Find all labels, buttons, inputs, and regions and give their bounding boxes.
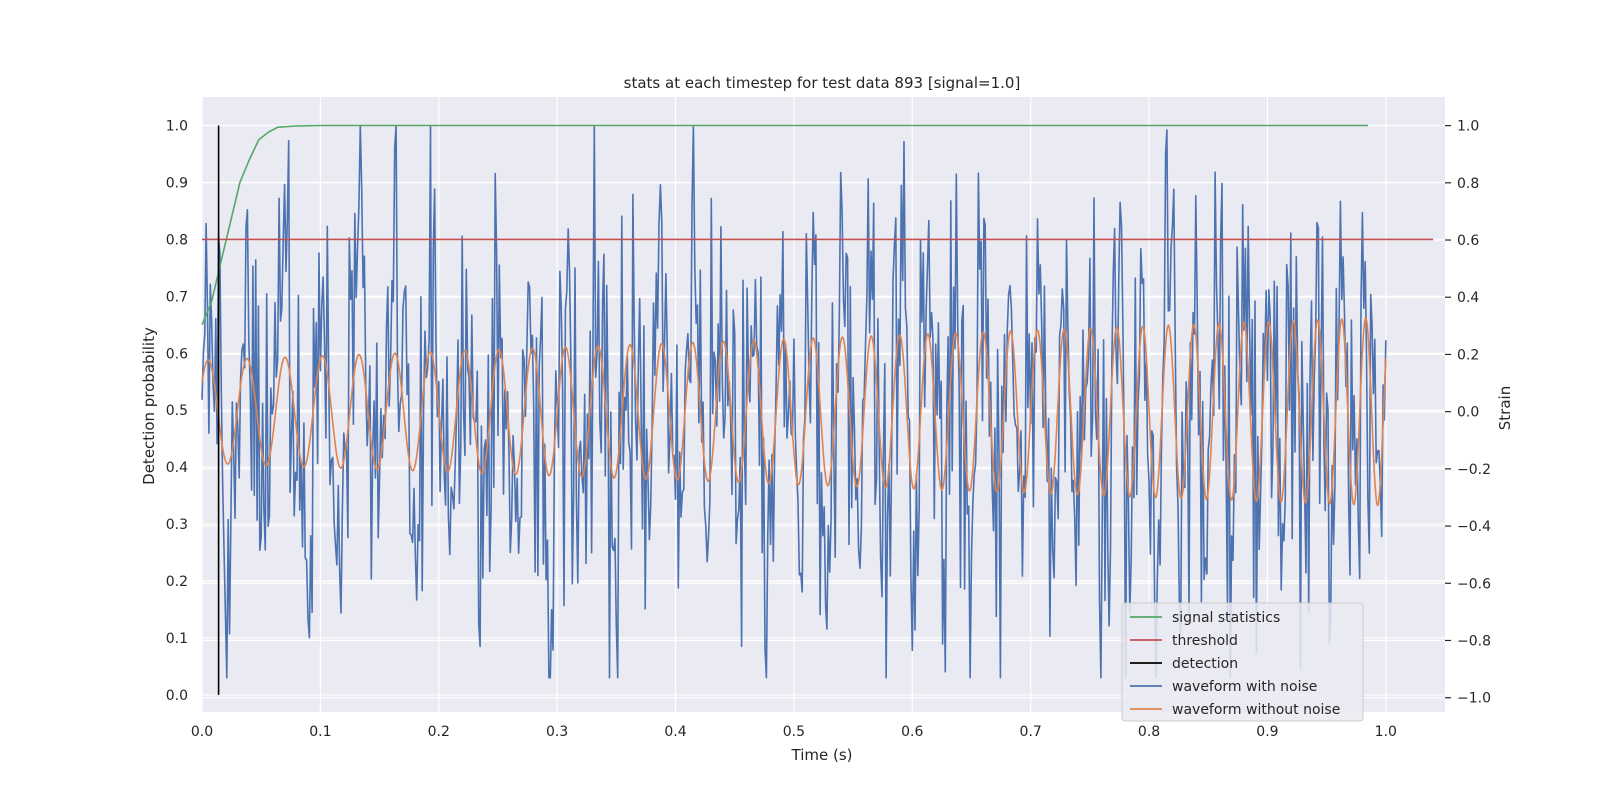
x-tick-label: 1.0 [1375,724,1397,740]
y-right-tick-label: −0.8 [1457,633,1491,649]
legend-label: signal statistics [1172,610,1280,626]
y-left-tick-label: 0.8 [166,232,188,248]
y-right-tick-label: −0.4 [1457,519,1491,535]
x-tick-label: 0.6 [901,724,923,740]
series-line-waveform-without-noise [201,317,1387,507]
legend-box [1121,602,1364,722]
legend: signal statistics threshold detection wavef… [1121,602,1364,722]
y-axis-label-right: Strain [1496,386,1514,430]
y-left-tick-label: 0.3 [166,517,188,533]
x-tick-label: 0.4 [664,724,686,740]
x-tick-label: 0.2 [428,724,450,740]
y-left-tick-label: 1.0 [166,118,188,134]
series-lines [201,124,1434,695]
x-tick-label: 0.0 [191,724,213,740]
x-tick-label: 0.3 [546,724,568,740]
y-right-tick-label: −1.0 [1457,691,1491,707]
y-left-tick-label: 0.5 [166,403,188,419]
x-axis-label: Time (s) [791,746,853,764]
series-line-signal-statistics [201,124,1369,326]
y-right-tick-label: 0.0 [1457,405,1479,421]
legend-label: detection [1172,656,1238,672]
y-axis-label-left: Detection probability [140,327,158,485]
y-left-tick-label: 0.2 [166,574,188,590]
x-tick-label: 0.9 [1256,724,1278,740]
y-left-tick-label: 0.6 [166,346,188,362]
x-tick-label: 0.8 [1138,724,1160,740]
x-tick-label: 0.1 [309,724,331,740]
y-right-tick-label: 0.6 [1457,233,1479,249]
y-right-tick-label: 0.4 [1457,290,1479,306]
x-tick-label: 0.5 [783,724,805,740]
y-right-tick-label: 0.8 [1457,176,1479,192]
y-left-tick-label: 0.9 [166,175,188,191]
y-right-tick-label: 0.2 [1457,347,1479,363]
y-left-tick-label: 0.4 [166,460,188,476]
y-left-tick-label: 0.1 [166,631,188,647]
series-line-waveform-with-noise [201,124,1387,679]
legend-label: waveform with noise [1172,679,1317,695]
axes: 0.0 0.1 0.2 0.3 0.4 0.5 0.6 0.7 0.8 0.9 1.0 0.0 0.1 0… [166,118,1491,740]
x-tick-label: 0.7 [1020,724,1042,740]
legend-label: threshold [1172,633,1238,649]
y-left-tick-label: 0.0 [166,688,188,704]
y-right-tick-label: −0.6 [1457,576,1491,592]
chart-title: stats at each timestep for test data 893… [624,74,1021,92]
y-right-tick-label: 1.0 [1457,119,1479,135]
legend-label: waveform without noise [1172,702,1340,718]
y-left-tick-label: 0.7 [166,289,188,305]
y-right-tick-label: −0.2 [1457,462,1491,478]
